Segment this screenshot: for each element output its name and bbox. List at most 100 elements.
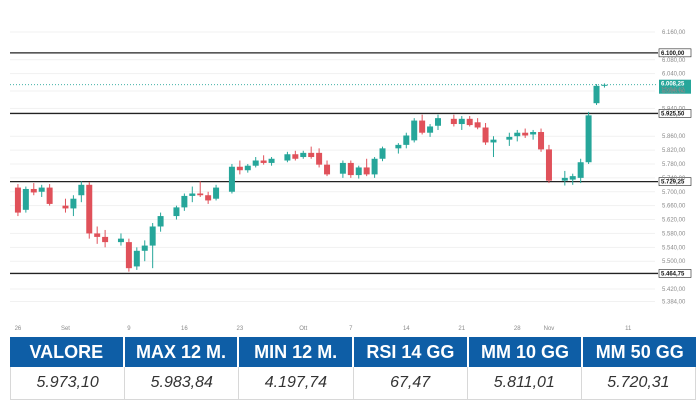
candle-body xyxy=(506,136,513,140)
candle-body xyxy=(284,154,291,161)
last-price-box xyxy=(659,79,691,94)
y-tick-label: 5.740,00 xyxy=(662,176,686,182)
candle-body xyxy=(70,198,77,209)
x-tick-label: Ott xyxy=(299,326,307,332)
candle-body xyxy=(38,187,45,192)
level-label: 5.464,75 xyxy=(661,271,685,277)
x-tick-label: 23 xyxy=(237,326,244,332)
candlestick-chart: 6.100,00 5.925,50 5.729,25 5.464,75 6.008,25… xyxy=(10,30,692,332)
y-tick-label: 5.700,00 xyxy=(662,190,686,196)
y-tick-label: 5.580,00 xyxy=(662,231,686,237)
candle-body xyxy=(530,132,537,135)
candle-body xyxy=(577,162,584,178)
y-tick-label: 5.384,00 xyxy=(662,300,686,306)
y-tick-label: 5.620,00 xyxy=(662,218,686,224)
candle-body xyxy=(173,207,180,217)
x-tick-label: 11 xyxy=(625,326,632,332)
candle-body xyxy=(514,132,521,137)
x-tick-label: 7 xyxy=(349,326,353,332)
candle-body xyxy=(149,226,156,246)
last-price-label: 6.008,25 xyxy=(661,82,685,88)
candle-body xyxy=(347,162,354,176)
candle-body xyxy=(371,158,378,175)
y-tick-label: 5.990,00 xyxy=(662,89,686,95)
level-label: 6.100,00 xyxy=(661,51,685,57)
candle-body xyxy=(181,195,188,208)
candle-body xyxy=(474,122,481,128)
stat-value-mm-50gg: 5.720,31 xyxy=(582,367,697,399)
candle-body xyxy=(157,216,164,227)
stats-table: VALORE MAX 12 M. MIN 12 M. RSI 14 GG MM … xyxy=(10,337,697,400)
candle-body xyxy=(236,166,243,171)
last-price-timer: 15:54:42 xyxy=(661,88,685,94)
x-tick-label: Nov xyxy=(544,326,555,332)
x-tick-label: 26 xyxy=(15,326,22,332)
stat-value-min-12m: 4.197,74 xyxy=(239,367,354,399)
candle-body xyxy=(450,118,457,125)
candle-body xyxy=(213,187,220,199)
x-tick-label: 9 xyxy=(127,326,131,332)
candle-body xyxy=(22,188,29,210)
candle-body xyxy=(379,148,386,159)
y-tick-label: 5.420,00 xyxy=(662,287,686,293)
level-label: 5.729,25 xyxy=(661,180,685,186)
candle-body xyxy=(466,118,473,126)
candle-body xyxy=(316,152,323,165)
candle-body xyxy=(545,149,552,181)
candle-body xyxy=(601,84,608,86)
candle-body xyxy=(189,193,196,196)
stats-value-row: 5.973,10 5.983,84 4.197,74 67,47 5.811,0… xyxy=(10,367,697,400)
x-tick-label: 21 xyxy=(458,326,465,332)
candle-body xyxy=(569,176,576,180)
candle-body xyxy=(395,144,402,149)
candle-body xyxy=(205,195,212,201)
y-tick-label: 6.080,00 xyxy=(662,58,686,64)
candle-body xyxy=(62,205,69,209)
candle-body xyxy=(292,154,299,159)
stat-value-mm-10gg: 5.811,01 xyxy=(468,367,582,399)
y-tick-label: 5.660,00 xyxy=(662,204,686,210)
candle-body xyxy=(363,167,370,175)
candle-body xyxy=(458,118,465,125)
candle-body xyxy=(102,236,109,243)
y-tick-label: 5.540,00 xyxy=(662,245,686,251)
y-tick-label: 6.160,00 xyxy=(662,30,686,36)
candle-body xyxy=(403,135,410,145)
candle-body xyxy=(561,177,568,181)
stat-value-rsi-14gg: 67,47 xyxy=(354,367,468,399)
y-tick-label: 5.820,00 xyxy=(662,148,686,154)
candle-body xyxy=(125,242,132,269)
x-tick-label: 16 xyxy=(181,326,188,332)
y-tick-label: 6.040,00 xyxy=(662,72,686,78)
stat-value-valore: 5.973,10 xyxy=(10,367,126,399)
y-tick-label: 5.940,00 xyxy=(662,106,686,112)
level-label-box xyxy=(658,48,692,58)
candle-body xyxy=(482,127,489,143)
level-label-box xyxy=(658,109,692,118)
y-tick-label: 5.860,00 xyxy=(662,134,686,140)
stat-value-max-12m: 5.983,84 xyxy=(125,367,240,399)
y-tick-label: 5.500,00 xyxy=(662,259,686,265)
candle-body xyxy=(30,188,37,193)
stats-header-row: VALORE MAX 12 M. MIN 12 M. RSI 14 GG MM … xyxy=(10,337,697,367)
candle-body xyxy=(419,120,426,133)
candle-body xyxy=(133,250,140,267)
candle-body xyxy=(490,139,497,143)
x-tick-label: 14 xyxy=(403,326,410,332)
candle-body xyxy=(117,238,124,243)
chart-canvas: 6.100,00 5.925,50 5.729,25 5.464,75 6.008,25… xyxy=(10,30,692,332)
x-tick-label: Set xyxy=(61,326,70,332)
stat-header-rsi-14gg: RSI 14 GG xyxy=(354,337,469,367)
stat-header-mm-10gg: MM 10 GG xyxy=(468,337,584,367)
candle-body xyxy=(94,233,101,237)
stat-header-mm-50gg: MM 50 GG xyxy=(583,337,697,367)
candle-body xyxy=(324,164,331,175)
level-label-box xyxy=(658,177,692,186)
candle-body xyxy=(308,152,315,158)
candle-body xyxy=(355,167,362,176)
candle-body xyxy=(14,187,21,213)
candle-body xyxy=(46,187,53,204)
candle-body xyxy=(252,160,259,166)
candle-body xyxy=(228,166,235,192)
stat-header-valore: VALORE xyxy=(10,337,125,367)
